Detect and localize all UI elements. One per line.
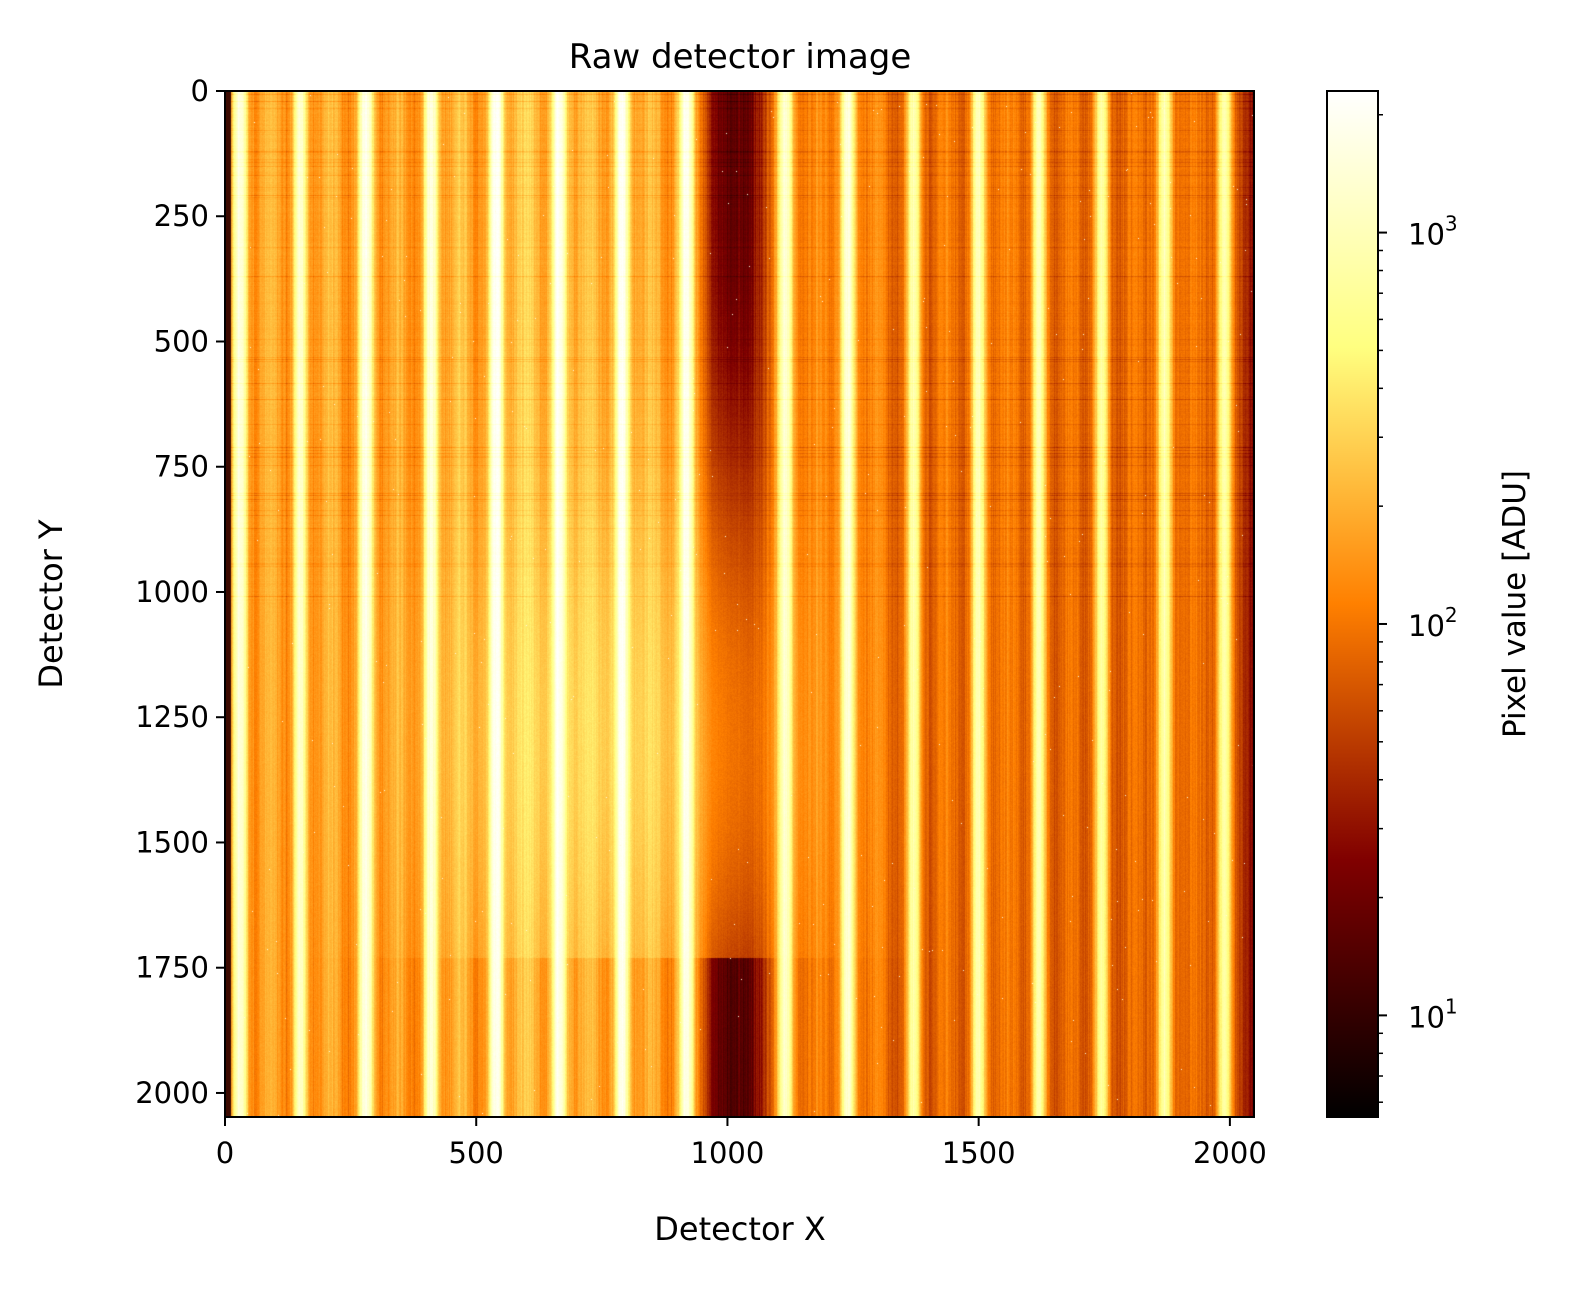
y-tick-label: 1500 [135, 825, 209, 859]
colorbar-tick-exponent: 1 [1445, 994, 1458, 1018]
y-tick-label: 250 [154, 199, 209, 233]
y-tick-label: 2000 [135, 1076, 209, 1110]
colorbar: 101 102 103 Pixel value [ADU] [1326, 90, 1533, 1118]
chart-title: Raw detector image [569, 37, 912, 77]
y-axis-label: Detector Y [32, 519, 70, 689]
plot-frame [224, 90, 1255, 1118]
y-tick-label: 500 [154, 324, 209, 358]
y-tick-label: 0 [191, 74, 209, 108]
x-tick-label: 1500 [942, 1136, 1016, 1170]
colorbar-tick-exponent: 3 [1445, 212, 1458, 236]
x-tick-label: 2000 [1193, 1136, 1267, 1170]
colorbar-tick-exponent: 2 [1445, 603, 1458, 627]
y-tick-label: 1750 [135, 951, 209, 985]
colorbar-ticks: 101 102 103 [1378, 114, 1458, 1103]
y-tick-label: 750 [154, 450, 209, 484]
y-tick-label: 1250 [135, 700, 209, 734]
x-axis: 0 500 1000 1500 2000 [216, 1117, 1267, 1170]
y-tick-label: 1000 [135, 575, 209, 609]
colorbar-tick-label: 103 [1408, 212, 1458, 252]
colorbar-tick-label: 102 [1408, 603, 1458, 643]
colorbar-tick-label: 101 [1408, 994, 1458, 1034]
x-tick-label: 500 [449, 1136, 504, 1170]
x-tick-label: 1000 [691, 1136, 765, 1170]
colorbar-gradient [1326, 90, 1379, 1118]
x-axis-label: Detector X [654, 1210, 826, 1248]
colorbar-label: Pixel value [ADU] [1497, 470, 1533, 738]
heatmap-image [225, 91, 1254, 1117]
y-axis: 0 250 500 750 1000 1250 1500 1750 2000 [135, 74, 225, 1110]
x-tick-label: 0 [216, 1136, 234, 1170]
heatmap-plot-area [224, 90, 1255, 1118]
